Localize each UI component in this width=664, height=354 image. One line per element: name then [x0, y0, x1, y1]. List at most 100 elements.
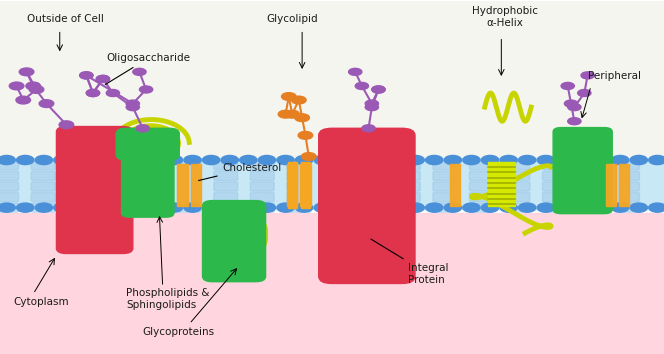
Circle shape [86, 90, 100, 97]
FancyBboxPatch shape [214, 203, 238, 212]
Circle shape [593, 203, 610, 212]
Circle shape [593, 155, 610, 165]
FancyBboxPatch shape [250, 161, 274, 170]
FancyBboxPatch shape [214, 182, 238, 191]
FancyBboxPatch shape [68, 161, 92, 170]
FancyBboxPatch shape [287, 161, 311, 170]
Circle shape [39, 100, 54, 108]
Circle shape [17, 203, 34, 212]
Circle shape [556, 155, 573, 165]
Circle shape [184, 155, 201, 165]
Circle shape [184, 203, 201, 212]
FancyBboxPatch shape [469, 182, 493, 191]
FancyBboxPatch shape [542, 171, 566, 181]
FancyBboxPatch shape [250, 203, 274, 212]
FancyBboxPatch shape [616, 171, 639, 181]
Bar [301, 162, 310, 208]
FancyBboxPatch shape [250, 171, 274, 181]
Circle shape [561, 82, 574, 90]
FancyBboxPatch shape [506, 171, 530, 181]
Circle shape [463, 155, 480, 165]
Circle shape [72, 203, 90, 212]
Circle shape [291, 96, 306, 104]
FancyBboxPatch shape [360, 182, 384, 191]
FancyBboxPatch shape [542, 193, 566, 202]
Circle shape [139, 86, 153, 93]
Circle shape [388, 155, 406, 165]
FancyBboxPatch shape [506, 161, 530, 170]
Circle shape [80, 72, 93, 79]
Bar [287, 164, 297, 206]
FancyBboxPatch shape [177, 161, 201, 170]
Circle shape [333, 203, 350, 212]
Circle shape [333, 155, 350, 165]
FancyBboxPatch shape [360, 171, 384, 181]
Text: Glycoproteins: Glycoproteins [143, 327, 215, 337]
FancyBboxPatch shape [250, 182, 274, 191]
Circle shape [282, 93, 296, 101]
Bar [288, 162, 297, 208]
FancyBboxPatch shape [104, 182, 128, 191]
Circle shape [349, 68, 362, 75]
FancyBboxPatch shape [0, 182, 19, 191]
FancyBboxPatch shape [553, 127, 612, 213]
Circle shape [407, 155, 424, 165]
Circle shape [362, 125, 375, 132]
Circle shape [128, 155, 145, 165]
Circle shape [298, 131, 313, 139]
FancyBboxPatch shape [141, 171, 165, 181]
Circle shape [17, 155, 34, 165]
Circle shape [500, 155, 517, 165]
Circle shape [537, 155, 554, 165]
Circle shape [136, 125, 149, 132]
Circle shape [407, 203, 424, 212]
Circle shape [35, 203, 52, 212]
FancyBboxPatch shape [360, 161, 384, 170]
Circle shape [59, 121, 74, 129]
FancyBboxPatch shape [68, 171, 92, 181]
Circle shape [372, 86, 385, 93]
Circle shape [519, 203, 536, 212]
FancyBboxPatch shape [469, 193, 493, 202]
FancyBboxPatch shape [360, 203, 384, 212]
Circle shape [568, 118, 581, 125]
Circle shape [370, 203, 387, 212]
Circle shape [203, 155, 220, 165]
Circle shape [444, 203, 461, 212]
Circle shape [426, 155, 443, 165]
FancyBboxPatch shape [287, 193, 311, 202]
FancyBboxPatch shape [141, 161, 165, 170]
FancyBboxPatch shape [396, 171, 420, 181]
FancyBboxPatch shape [579, 203, 603, 212]
Circle shape [295, 114, 309, 121]
Bar [0, 158, 664, 210]
FancyBboxPatch shape [433, 193, 457, 202]
Circle shape [91, 155, 108, 165]
FancyBboxPatch shape [396, 203, 420, 212]
Circle shape [126, 104, 139, 111]
FancyBboxPatch shape [469, 203, 493, 212]
FancyBboxPatch shape [469, 171, 493, 181]
FancyBboxPatch shape [31, 203, 55, 212]
FancyBboxPatch shape [323, 161, 347, 170]
Text: Cytoplasm: Cytoplasm [13, 297, 69, 307]
Circle shape [278, 110, 293, 118]
FancyBboxPatch shape [0, 193, 19, 202]
FancyBboxPatch shape [360, 193, 384, 202]
FancyBboxPatch shape [203, 201, 266, 282]
Circle shape [128, 203, 145, 212]
Bar [619, 164, 629, 206]
Bar [300, 164, 311, 206]
Circle shape [29, 86, 44, 93]
Circle shape [481, 155, 499, 165]
Circle shape [612, 203, 629, 212]
Text: Oligosaccharide: Oligosaccharide [106, 53, 191, 85]
FancyBboxPatch shape [104, 203, 128, 212]
FancyBboxPatch shape [141, 193, 165, 202]
Circle shape [355, 82, 369, 90]
Circle shape [444, 155, 461, 165]
Circle shape [221, 155, 238, 165]
Circle shape [16, 96, 31, 104]
Circle shape [110, 203, 127, 212]
Circle shape [285, 110, 299, 118]
